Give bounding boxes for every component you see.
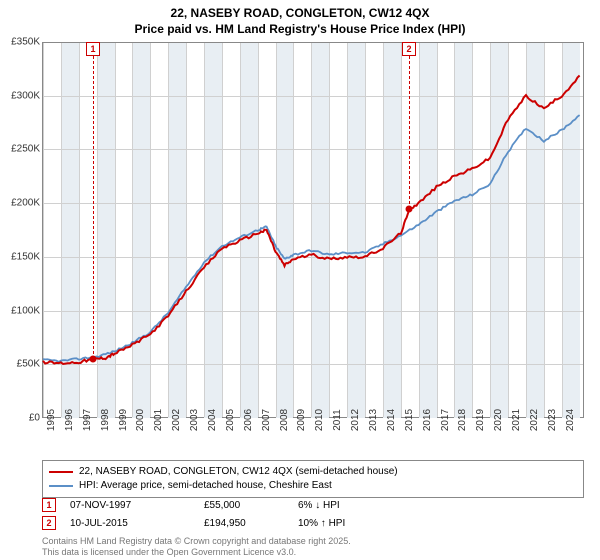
y-tick-label: £150K [0, 251, 40, 262]
x-tick-label: 2004 [207, 409, 218, 431]
marker-dot-1 [89, 355, 96, 362]
x-tick-label: 2015 [404, 409, 415, 431]
x-tick-label: 2002 [171, 409, 182, 431]
x-tick-label: 2023 [547, 409, 558, 431]
x-tick-label: 2006 [243, 409, 254, 431]
chart-svg [43, 42, 584, 417]
marker-box-1: 1 [86, 42, 100, 56]
x-tick-label: 1999 [118, 409, 129, 431]
chart-title: 22, NASEBY ROAD, CONGLETON, CW12 4QX Pri… [0, 0, 600, 37]
x-tick-label: 2013 [368, 409, 379, 431]
plot-area [42, 42, 584, 418]
sale-date-2: 10-JUL-2015 [70, 518, 190, 529]
marker-dot-2 [406, 205, 413, 212]
y-tick-label: £250K [0, 144, 40, 155]
marker-line-1 [93, 56, 94, 359]
legend: 22, NASEBY ROAD, CONGLETON, CW12 4QX (se… [42, 460, 584, 498]
plot-border-right [583, 42, 584, 418]
x-tick-label: 1998 [100, 409, 111, 431]
y-tick-label: £100K [0, 305, 40, 316]
x-tick-label: 2001 [153, 409, 164, 431]
legend-row-hpi: HPI: Average price, semi-detached house,… [49, 479, 577, 493]
footer-attribution: Contains HM Land Registry data © Crown c… [42, 536, 351, 558]
x-tick-label: 2005 [225, 409, 236, 431]
sale-marker-1: 1 [42, 498, 56, 512]
sale-pct-1: 6% ↓ HPI [298, 500, 418, 511]
legend-swatch-hpi [49, 485, 73, 487]
x-tick-label: 2000 [135, 409, 146, 431]
legend-label-price-paid: 22, NASEBY ROAD, CONGLETON, CW12 4QX (se… [79, 465, 398, 479]
y-tick-label: £350K [0, 37, 40, 48]
title-line-2: Price paid vs. HM Land Registry's House … [0, 22, 600, 38]
series-hpi [43, 115, 580, 362]
x-tick-label: 2022 [529, 409, 540, 431]
sale-row-2: 2 10-JUL-2015 £194,950 10% ↑ HPI [42, 516, 418, 530]
y-tick-label: £300K [0, 90, 40, 101]
x-tick-label: 2020 [493, 409, 504, 431]
x-tick-label: 2014 [386, 409, 397, 431]
legend-label-hpi: HPI: Average price, semi-detached house,… [79, 479, 332, 493]
sale-details: 1 07-NOV-1997 £55,000 6% ↓ HPI 2 10-JUL-… [42, 498, 418, 534]
x-tick-label: 2003 [189, 409, 200, 431]
x-tick-label: 2024 [565, 409, 576, 431]
series-price_paid [43, 76, 580, 365]
footer-line-1: Contains HM Land Registry data © Crown c… [42, 536, 351, 547]
title-line-1: 22, NASEBY ROAD, CONGLETON, CW12 4QX [0, 6, 600, 22]
x-tick-label: 2009 [296, 409, 307, 431]
x-tick-label: 2018 [457, 409, 468, 431]
x-tick-label: 2017 [440, 409, 451, 431]
x-tick-label: 2016 [422, 409, 433, 431]
sale-price-2: £194,950 [204, 518, 284, 529]
sale-pct-2: 10% ↑ HPI [298, 518, 418, 529]
sale-row-1: 1 07-NOV-1997 £55,000 6% ↓ HPI [42, 498, 418, 512]
footer-line-2: This data is licensed under the Open Gov… [42, 547, 351, 558]
x-tick-label: 2010 [314, 409, 325, 431]
chart-container: 22, NASEBY ROAD, CONGLETON, CW12 4QX Pri… [0, 0, 600, 560]
legend-swatch-price-paid [49, 471, 73, 473]
sale-date-1: 07-NOV-1997 [70, 500, 190, 511]
sale-marker-2: 2 [42, 516, 56, 530]
x-tick-label: 2012 [350, 409, 361, 431]
x-tick-label: 2021 [511, 409, 522, 431]
y-tick-label: £200K [0, 198, 40, 209]
x-tick-label: 1996 [64, 409, 75, 431]
x-tick-label: 1997 [82, 409, 93, 431]
x-tick-label: 2007 [261, 409, 272, 431]
x-tick-label: 1995 [46, 409, 57, 431]
x-tick-label: 2011 [332, 409, 343, 431]
legend-row-price-paid: 22, NASEBY ROAD, CONGLETON, CW12 4QX (se… [49, 465, 577, 479]
x-tick-label: 2019 [475, 409, 486, 431]
x-tick-label: 2008 [279, 409, 290, 431]
marker-line-2 [409, 56, 410, 209]
sale-price-1: £55,000 [204, 500, 284, 511]
marker-box-2: 2 [402, 42, 416, 56]
y-tick-label: £50K [0, 359, 40, 370]
y-tick-label: £0 [0, 413, 40, 424]
plot-border-top [42, 42, 584, 43]
